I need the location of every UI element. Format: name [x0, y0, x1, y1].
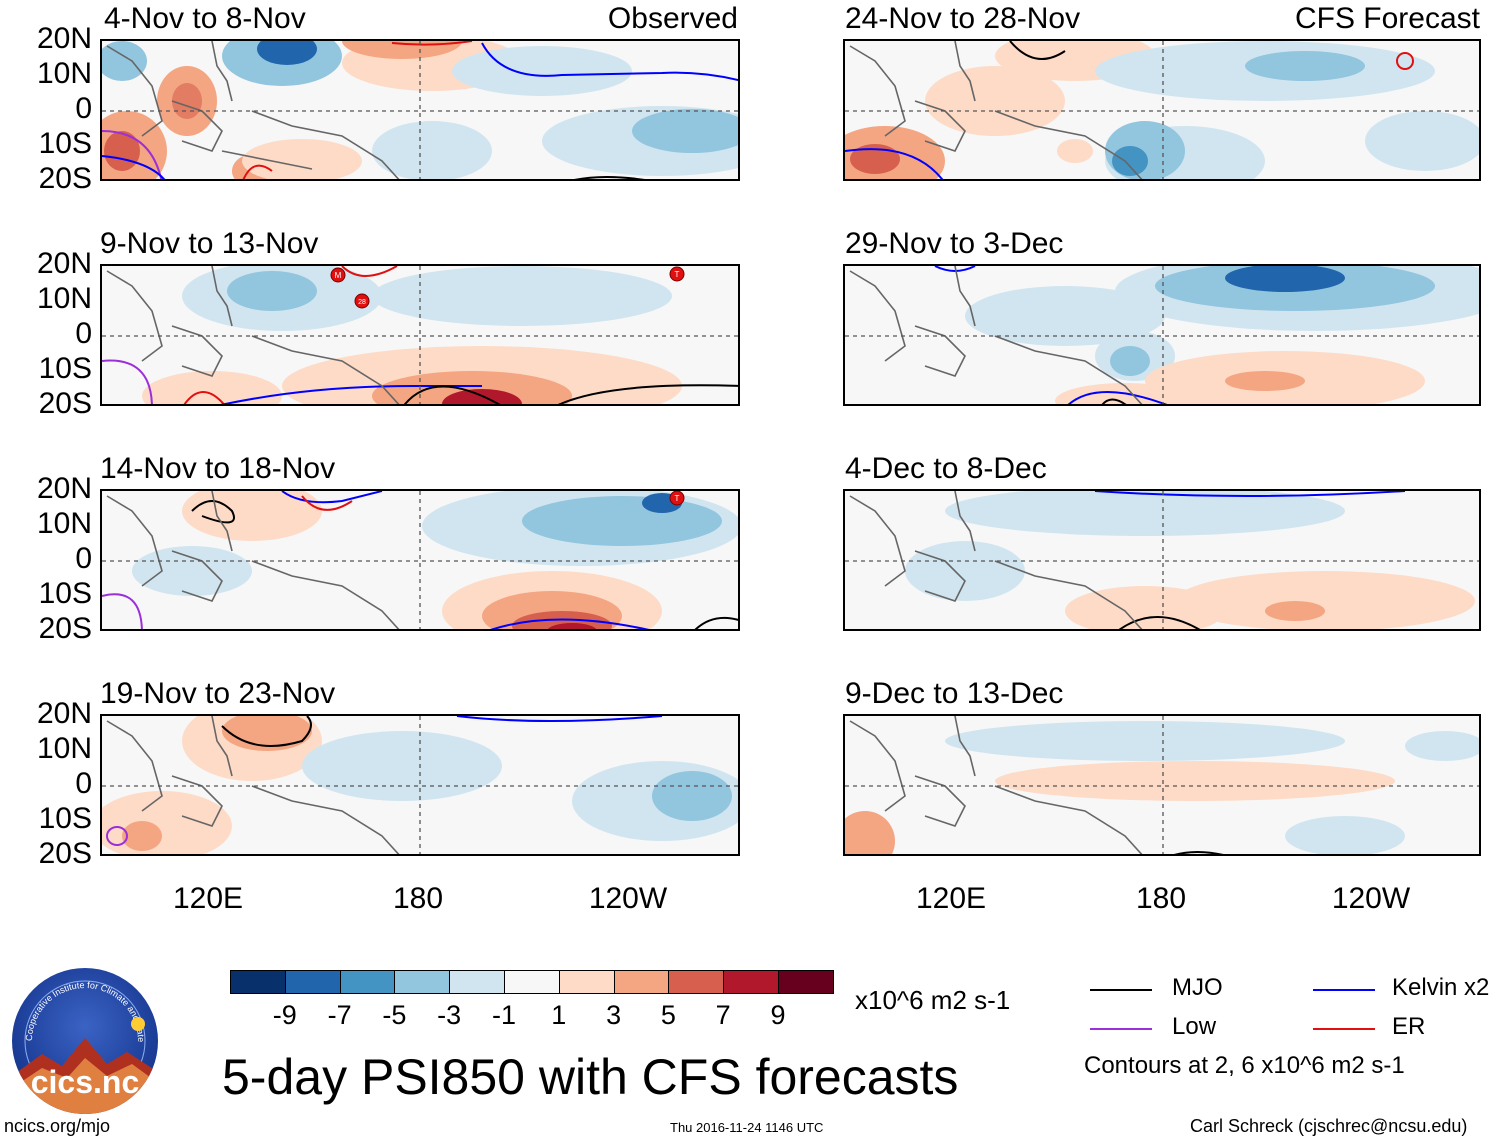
panel-title-left-3: 14-Nov to 18-Nov [100, 452, 336, 485]
lon-label-120w: 120W [1331, 882, 1411, 915]
colorbar-swatch [339, 970, 396, 994]
map-panel-forecast-2 [843, 264, 1481, 406]
storm-marker: T [669, 491, 685, 506]
colorbar-tick-label: -7 [327, 1000, 352, 1030]
contours-note: Contours at 2, 6 x10^6 m2 s-1 [1084, 1052, 1405, 1079]
lat-label-20n: 20N [36, 472, 92, 505]
svg-text:Cooperative Institute for Clim: Cooperative Institute for Climate and Sa… [12, 968, 146, 1042]
lat-label-20s: 20S [38, 837, 92, 870]
cics-logo: Cooperative Institute for Climate and Sa… [12, 968, 158, 1114]
map-panel-observed-1 [100, 39, 740, 181]
lat-label-10n: 10N [36, 57, 92, 90]
lat-label-20s: 20S [38, 162, 92, 195]
colorbar-swatch [668, 970, 725, 994]
storm-marker: 28 [354, 293, 370, 309]
lat-label-0: 0 [75, 317, 92, 350]
legend-label-kelvin: Kelvin x2 [1392, 974, 1490, 1001]
colorbar-swatch [558, 970, 615, 994]
lat-label-0: 0 [75, 92, 92, 125]
map-canvas [845, 41, 1479, 179]
colorbar-swatch [504, 970, 560, 994]
colorbar-tick-label: 7 [715, 1000, 731, 1030]
storm-marker-label: M [335, 271, 342, 280]
map-canvas [845, 716, 1479, 854]
map-panel-forecast-3 [843, 489, 1481, 631]
lat-label-10s: 10S [38, 127, 92, 160]
panel-title-left-1: 4-Nov to 8-Nov [104, 2, 306, 35]
colorbar-swatch [613, 970, 670, 994]
lon-label-120e: 120E [915, 882, 987, 915]
cfs-forecast-label: CFS Forecast [1294, 2, 1480, 35]
legend-line-low [1090, 1028, 1152, 1030]
lat-label-10s: 10S [38, 577, 92, 610]
lat-label-20s: 20S [38, 612, 92, 645]
logo-text: cics.nc [30, 1064, 140, 1100]
footer-timestamp: Thu 2016-11-24 1146 UTC [670, 1120, 824, 1135]
colorbar-swatch [394, 970, 451, 994]
footer-author: Carl Schreck (cjschrec@ncsu.edu) [1190, 1116, 1468, 1136]
colorbar-tick-label: -3 [437, 1000, 462, 1030]
map-canvas: M 28 T [102, 266, 738, 404]
legend-label-mjo: MJO [1172, 974, 1223, 1001]
map-panel-observed-4 [100, 714, 740, 856]
colorbar-swatch [284, 970, 341, 994]
lat-label-20n: 20N [36, 247, 92, 280]
observed-label: Observed [607, 2, 738, 35]
colorbar-swatch [449, 970, 505, 994]
legend-label-low: Low [1172, 1013, 1217, 1040]
lat-label-0: 0 [75, 542, 92, 575]
lat-label-10n: 10N [36, 507, 92, 540]
map-canvas [102, 41, 738, 179]
map-canvas [845, 491, 1479, 629]
map-panel-forecast-1 [843, 39, 1481, 181]
colorbar-tick-label: 3 [606, 1000, 622, 1030]
logo-ring-text: Cooperative Institute for Climate and Sa… [12, 968, 146, 1042]
lat-label-10n: 10N [36, 282, 92, 315]
legend-line-kelvin [1313, 989, 1375, 991]
colorbar-tick-label: -5 [382, 1000, 407, 1030]
colorbar-swatch [230, 970, 286, 994]
storm-marker-label: T [675, 270, 680, 279]
panel-title-left-4: 19-Nov to 23-Nov [100, 677, 336, 710]
colorbar-swatch [723, 970, 779, 994]
map-canvas: T [102, 491, 738, 629]
lat-label-20n: 20N [36, 22, 92, 55]
footer-url[interactable]: ncics.org/mjo [4, 1116, 111, 1136]
lat-label-10s: 10S [38, 802, 92, 835]
map-panel-observed-3: T [100, 489, 740, 631]
lat-label-20n: 20N [36, 697, 92, 730]
lon-label-120w: 120W [588, 882, 668, 915]
map-panel-forecast-4 [843, 714, 1481, 856]
lat-label-0: 0 [75, 767, 92, 800]
lon-label-180: 180 [1135, 882, 1187, 915]
colorbar-swatch [778, 970, 834, 994]
lat-label-20s: 20S [38, 387, 92, 420]
map-canvas [102, 716, 738, 854]
colorbar-units: x10^6 m2 s-1 [855, 985, 1011, 1015]
colorbar-tick-label: -1 [491, 1000, 516, 1030]
figure-title: 5-day PSI850 with CFS forecasts [222, 1049, 959, 1105]
lat-label-10s: 10S [38, 352, 92, 385]
panel-title-right-2: 29-Nov to 3-Dec [845, 227, 1064, 260]
colorbar-tick-label: 9 [770, 1000, 786, 1030]
lon-label-180: 180 [392, 882, 444, 915]
colorbar-tick-label: 5 [660, 1000, 676, 1030]
map-canvas [845, 266, 1479, 404]
legend-line-er [1313, 1028, 1375, 1030]
map-panel-observed-2: M 28 T [100, 264, 740, 406]
panel-title-right-3: 4-Dec to 8-Dec [845, 452, 1047, 485]
storm-marker-label: T [675, 494, 680, 503]
storm-marker-label: 28 [358, 299, 366, 306]
panel-title-right-1: 24-Nov to 28-Nov [845, 2, 1081, 35]
legend-line-mjo [1090, 989, 1152, 991]
panel-title-left-2: 9-Nov to 13-Nov [100, 227, 319, 260]
storm-marker: M [330, 267, 346, 283]
legend-label-er: ER [1392, 1013, 1426, 1040]
lat-label-10n: 10N [36, 732, 92, 765]
panel-title-right-4: 9-Dec to 13-Dec [845, 677, 1064, 710]
lon-label-120e: 120E [172, 882, 244, 915]
storm-marker: T [669, 266, 685, 282]
colorbar-tick-label: 1 [551, 1000, 567, 1030]
colorbar-tick-label: -9 [272, 1000, 297, 1030]
